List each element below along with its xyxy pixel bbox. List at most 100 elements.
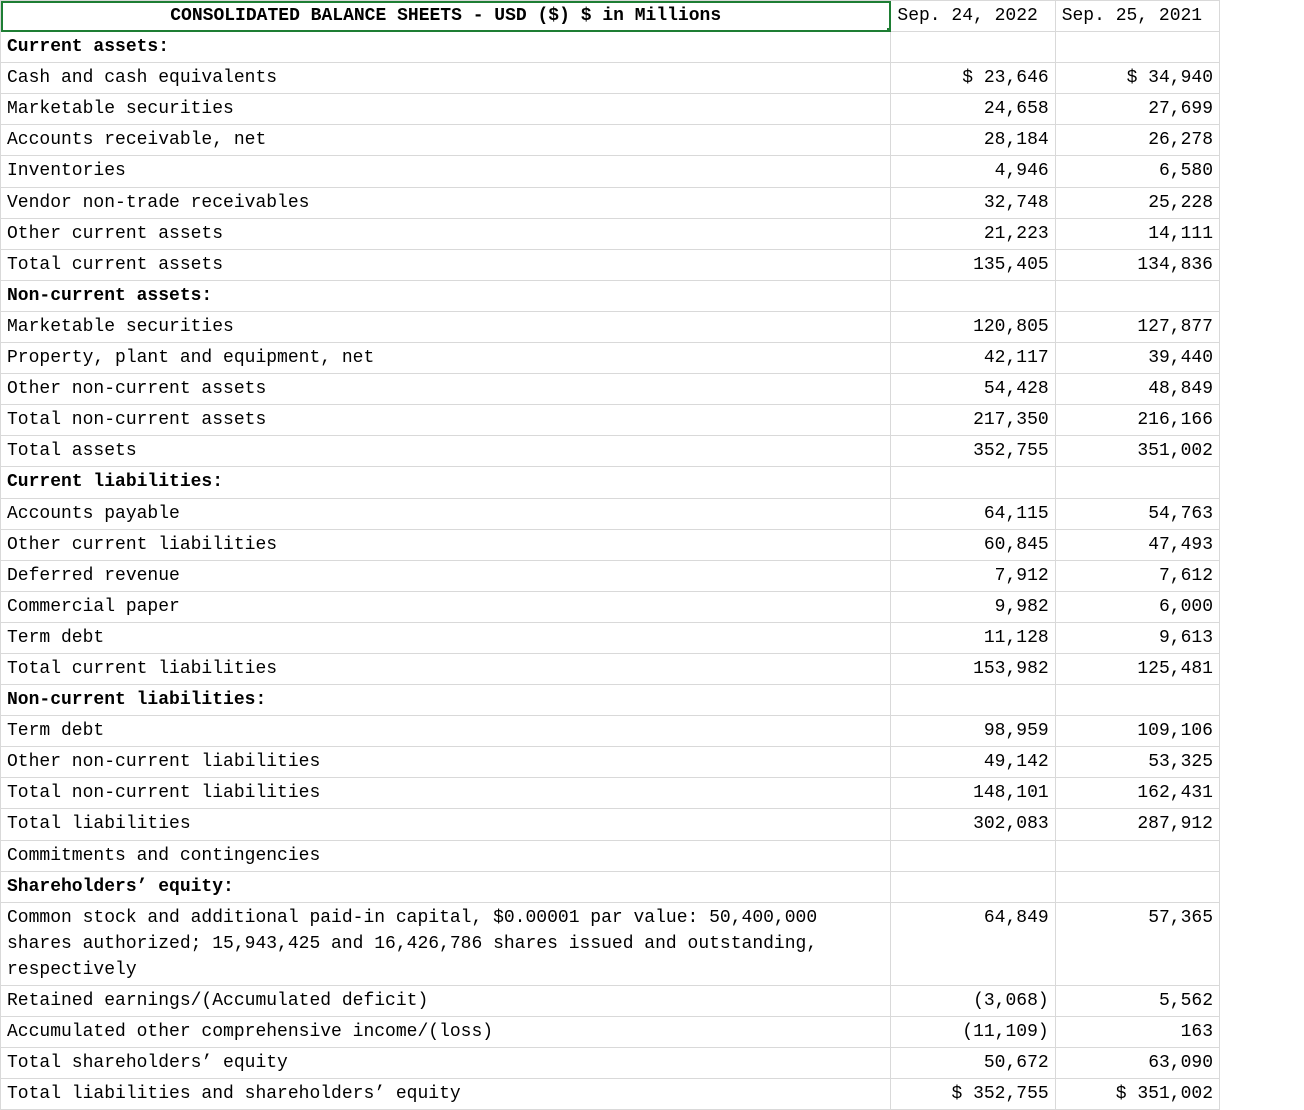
line-item-label[interactable]: Total assets: [1, 436, 891, 467]
value-cell-col-c[interactable]: 47,493: [1055, 529, 1219, 560]
value-cell-col-b[interactable]: 54,428: [891, 374, 1055, 405]
value-cell-col-c[interactable]: 57,365: [1055, 902, 1219, 985]
value-cell-col-c[interactable]: $ 351,002: [1055, 1079, 1219, 1110]
value-cell-col-b[interactable]: 98,959: [891, 716, 1055, 747]
value-cell-col-c[interactable]: 351,002: [1055, 436, 1219, 467]
value-cell-col-c[interactable]: 216,166: [1055, 405, 1219, 436]
section-header-cell[interactable]: Current liabilities:: [1, 467, 891, 498]
value-cell-col-c[interactable]: [1055, 467, 1219, 498]
value-cell-col-c[interactable]: [1055, 685, 1219, 716]
value-cell-col-c[interactable]: 125,481: [1055, 653, 1219, 684]
value-cell-col-b[interactable]: 50,672: [891, 1048, 1055, 1079]
value-cell-col-c[interactable]: 5,562: [1055, 986, 1219, 1017]
value-cell-col-c[interactable]: 162,431: [1055, 778, 1219, 809]
value-cell-col-c[interactable]: 134,836: [1055, 249, 1219, 280]
value-cell-col-c[interactable]: 7,612: [1055, 560, 1219, 591]
value-cell-col-c[interactable]: 109,106: [1055, 716, 1219, 747]
value-cell-col-b[interactable]: 24,658: [891, 94, 1055, 125]
value-cell-col-b[interactable]: 153,982: [891, 653, 1055, 684]
line-item-label[interactable]: Property, plant and equipment, net: [1, 343, 891, 374]
line-item-label[interactable]: Commercial paper: [1, 591, 891, 622]
line-item-label[interactable]: Other current assets: [1, 218, 891, 249]
value-cell-col-c[interactable]: 163: [1055, 1017, 1219, 1048]
line-item-label[interactable]: Total current liabilities: [1, 653, 891, 684]
value-cell-col-b[interactable]: 64,115: [891, 498, 1055, 529]
line-item-label[interactable]: Total liabilities: [1, 809, 891, 840]
spreadsheet-grid[interactable]: CONSOLIDATED BALANCE SHEETS - USD ($) $ …: [0, 0, 1220, 1110]
line-item-label[interactable]: Marketable securities: [1, 94, 891, 125]
section-header-cell[interactable]: Non-current assets:: [1, 280, 891, 311]
value-cell-col-c[interactable]: 54,763: [1055, 498, 1219, 529]
value-cell-col-c[interactable]: 25,228: [1055, 187, 1219, 218]
line-item-label[interactable]: Accounts receivable, net: [1, 125, 891, 156]
line-item-label[interactable]: Accumulated other comprehensive income/(…: [1, 1017, 891, 1048]
value-cell-col-c[interactable]: 48,849: [1055, 374, 1219, 405]
value-cell-col-c[interactable]: [1055, 32, 1219, 63]
line-item-label[interactable]: Cash and cash equivalents: [1, 63, 891, 94]
line-item-label[interactable]: Accounts payable: [1, 498, 891, 529]
selected-cell-title[interactable]: CONSOLIDATED BALANCE SHEETS - USD ($) $ …: [1, 1, 891, 32]
value-cell-col-c[interactable]: 6,000: [1055, 591, 1219, 622]
line-item-label[interactable]: Total current assets: [1, 249, 891, 280]
value-cell-col-c[interactable]: 39,440: [1055, 343, 1219, 374]
line-item-label[interactable]: Commitments and contingencies: [1, 840, 891, 871]
section-header-cell[interactable]: Shareholders’ equity:: [1, 871, 891, 902]
value-cell-col-c[interactable]: 27,699: [1055, 94, 1219, 125]
line-item-label[interactable]: Inventories: [1, 156, 891, 187]
value-cell-col-b[interactable]: 302,083: [891, 809, 1055, 840]
value-cell-col-b[interactable]: $ 352,755: [891, 1079, 1055, 1110]
value-cell-col-b[interactable]: 42,117: [891, 343, 1055, 374]
value-cell-col-b[interactable]: 4,946: [891, 156, 1055, 187]
value-cell-col-b[interactable]: 21,223: [891, 218, 1055, 249]
line-item-label[interactable]: Total liabilities and shareholders’ equi…: [1, 1079, 891, 1110]
line-item-label[interactable]: Marketable securities: [1, 311, 891, 342]
value-cell-col-b[interactable]: 11,128: [891, 622, 1055, 653]
line-item-label[interactable]: Vendor non-trade receivables: [1, 187, 891, 218]
value-cell-col-b[interactable]: 28,184: [891, 125, 1055, 156]
column-header-date-2[interactable]: Sep. 25, 2021: [1055, 1, 1219, 32]
column-header-date-1[interactable]: Sep. 24, 2022: [891, 1, 1055, 32]
value-cell-col-c[interactable]: 14,111: [1055, 218, 1219, 249]
value-cell-col-b[interactable]: [891, 840, 1055, 871]
value-cell-col-b[interactable]: [891, 280, 1055, 311]
value-cell-col-c[interactable]: [1055, 840, 1219, 871]
line-item-label[interactable]: Term debt: [1, 716, 891, 747]
value-cell-col-c[interactable]: 9,613: [1055, 622, 1219, 653]
value-cell-col-c[interactable]: 287,912: [1055, 809, 1219, 840]
value-cell-col-c[interactable]: 6,580: [1055, 156, 1219, 187]
section-header-cell[interactable]: Non-current liabilities:: [1, 685, 891, 716]
line-item-label[interactable]: Other non-current liabilities: [1, 747, 891, 778]
value-cell-col-c[interactable]: 63,090: [1055, 1048, 1219, 1079]
line-item-label[interactable]: Other non-current assets: [1, 374, 891, 405]
value-cell-col-b[interactable]: 60,845: [891, 529, 1055, 560]
line-item-label[interactable]: Deferred revenue: [1, 560, 891, 591]
value-cell-col-b[interactable]: 148,101: [891, 778, 1055, 809]
value-cell-col-c[interactable]: 53,325: [1055, 747, 1219, 778]
line-item-label[interactable]: Retained earnings/(Accumulated deficit): [1, 986, 891, 1017]
value-cell-col-b[interactable]: 135,405: [891, 249, 1055, 280]
value-cell-col-b[interactable]: [891, 871, 1055, 902]
value-cell-col-b[interactable]: [891, 467, 1055, 498]
value-cell-col-c[interactable]: [1055, 871, 1219, 902]
value-cell-col-b[interactable]: [891, 685, 1055, 716]
line-item-label[interactable]: Total shareholders’ equity: [1, 1048, 891, 1079]
line-item-label[interactable]: Term debt: [1, 622, 891, 653]
value-cell-col-b[interactable]: 352,755: [891, 436, 1055, 467]
value-cell-col-c[interactable]: 127,877: [1055, 311, 1219, 342]
line-item-label[interactable]: Other current liabilities: [1, 529, 891, 560]
value-cell-col-b[interactable]: 217,350: [891, 405, 1055, 436]
value-cell-col-b[interactable]: 32,748: [891, 187, 1055, 218]
line-item-label[interactable]: Common stock and additional paid-in capi…: [1, 902, 891, 985]
value-cell-col-b[interactable]: 9,982: [891, 591, 1055, 622]
value-cell-col-b[interactable]: (11,109): [891, 1017, 1055, 1048]
value-cell-col-b[interactable]: 7,912: [891, 560, 1055, 591]
value-cell-col-b[interactable]: [891, 32, 1055, 63]
value-cell-col-b[interactable]: (3,068): [891, 986, 1055, 1017]
line-item-label[interactable]: Total non-current assets: [1, 405, 891, 436]
value-cell-col-b[interactable]: 120,805: [891, 311, 1055, 342]
line-item-label[interactable]: Total non-current liabilities: [1, 778, 891, 809]
value-cell-col-c[interactable]: [1055, 280, 1219, 311]
section-header-cell[interactable]: Current assets:: [1, 32, 891, 63]
value-cell-col-b[interactable]: $ 23,646: [891, 63, 1055, 94]
value-cell-col-b[interactable]: 49,142: [891, 747, 1055, 778]
